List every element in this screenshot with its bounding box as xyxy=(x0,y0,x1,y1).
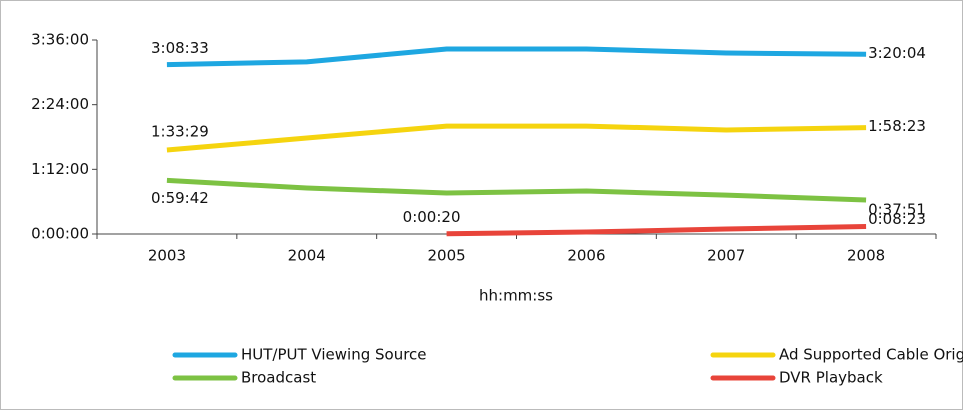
data-label: 1:58:23 xyxy=(868,117,926,135)
series-line xyxy=(446,223,867,237)
x-tick-label: 2005 xyxy=(427,247,465,265)
x-tick-label: 2007 xyxy=(707,247,745,265)
legend-label: Ad Supported Cable Orig xyxy=(779,346,963,364)
x-tick-label: 2003 xyxy=(148,247,186,265)
x-tick-label: 2006 xyxy=(567,247,605,265)
series-line xyxy=(166,123,867,153)
series-line xyxy=(166,177,867,203)
legend-label: HUT/PUT Viewing Source xyxy=(241,346,427,364)
x-tick-label: 2004 xyxy=(288,247,326,265)
data-label: 0:08:23 xyxy=(868,210,926,228)
x-axis-label: hh:mm:ss xyxy=(479,287,553,305)
data-label: 1:33:29 xyxy=(151,123,209,141)
data-label: 0:00:20 xyxy=(403,208,461,226)
legend-label: DVR Playback xyxy=(779,369,883,387)
data-label: 0:59:42 xyxy=(151,189,209,207)
y-tick-label: 2:24:00 xyxy=(31,95,89,113)
data-label: 3:08:33 xyxy=(151,39,209,57)
data-label: 3:20:04 xyxy=(868,44,926,62)
y-tick-label: 0:00:00 xyxy=(31,225,89,243)
data-label: 0:37:51 xyxy=(868,201,926,219)
y-tick-label: 1:12:00 xyxy=(31,160,89,178)
y-tick-label: 3:36:00 xyxy=(31,31,89,49)
series-line xyxy=(166,46,867,68)
x-tick-label: 2008 xyxy=(847,247,885,265)
legend-label: Broadcast xyxy=(241,369,316,387)
